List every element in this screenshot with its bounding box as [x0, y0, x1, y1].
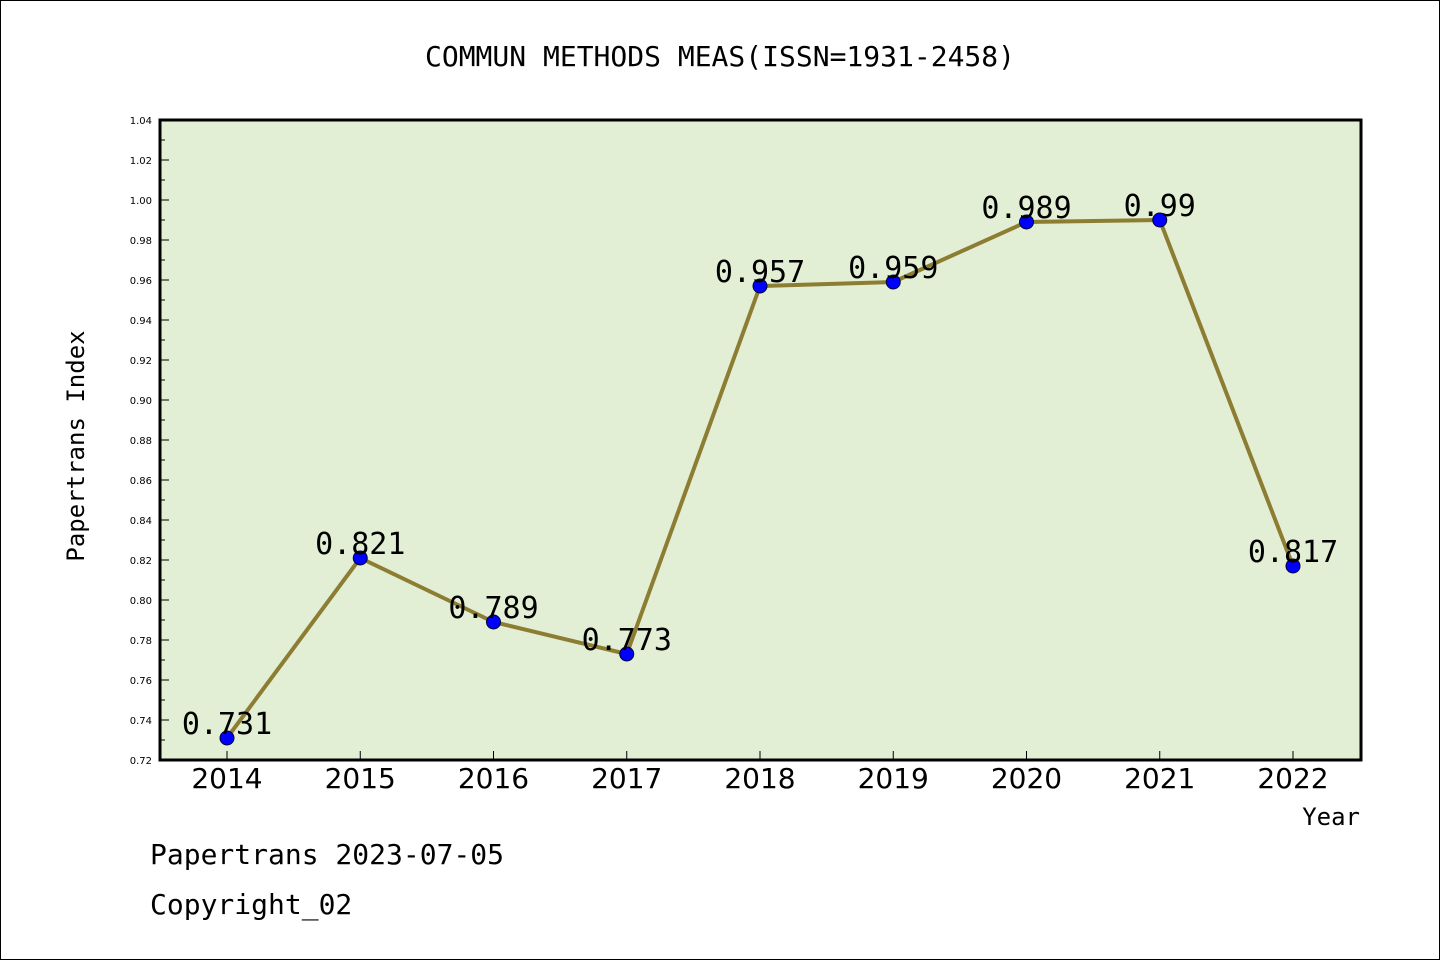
data-label: 0.989 [981, 191, 1071, 226]
data-label: 0.731 [182, 707, 272, 742]
data-point [1152, 212, 1168, 228]
data-point [352, 550, 368, 566]
x-tick-label: 2014 [191, 762, 262, 795]
y-tick-label: 0.84 [130, 516, 152, 527]
y-tick-label: 1.00 [130, 196, 152, 207]
y-tick-label: 0.78 [130, 636, 152, 647]
x-tick-label: 2019 [858, 762, 929, 795]
y-tick-label: 0.86 [130, 476, 152, 487]
y-tick-label: 0.96 [130, 276, 152, 287]
data-label: 0.821 [315, 527, 405, 562]
x-tick-label: 2017 [591, 762, 662, 795]
x-tick-label: 2022 [1257, 762, 1328, 795]
y-axis-label: Papertrans Index [62, 330, 90, 561]
y-tick-label: 0.82 [130, 556, 152, 567]
y-tick-label: 0.76 [130, 676, 152, 687]
data-point [885, 274, 901, 290]
data-label: 0.959 [848, 251, 938, 286]
data-point [486, 614, 501, 630]
footer-copyright: Copyright_02 [150, 888, 352, 922]
y-tick-label: 0.90 [130, 396, 152, 407]
data-label: 0.789 [448, 591, 538, 626]
data-point [752, 278, 768, 294]
data-point [1019, 214, 1034, 230]
series: 0.731 0.821 0.789 0.773 0.957 0.959 0.989 0.99 0… [182, 189, 1338, 746]
chart-title: COMMUN METHODS MEAS(ISSN=1931-2458) [425, 40, 1015, 73]
x-tick-label: 2021 [1124, 762, 1195, 795]
x-tick-label: 2016 [458, 762, 529, 795]
data-label: 0.773 [582, 623, 672, 658]
y-tick-label: 0.80 [130, 596, 152, 607]
footer-date: Papertrans 2023-07-05 [150, 838, 504, 871]
data-point [1285, 558, 1301, 574]
data-label: 0.957 [715, 255, 805, 290]
y-tick-label: 0.72 [130, 756, 152, 767]
x-axis-label: Year [1302, 803, 1360, 831]
y-tick-label: 0.74 [130, 716, 152, 727]
y-tick-label: 0.88 [130, 436, 152, 447]
data-label: 0.99 [1124, 189, 1196, 224]
data-point [619, 646, 635, 662]
x-axis: 2014 2015 2016 2017 2018 2019 2020 2021 2022 [191, 751, 1329, 795]
x-tick-label: 2020 [991, 762, 1062, 795]
data-label: 0.817 [1248, 535, 1338, 570]
data-point [219, 730, 235, 746]
y-tick-label: 1.04 [130, 116, 152, 127]
y-tick-label: 0.92 [130, 356, 152, 367]
y-tick-label: 0.94 [130, 316, 152, 327]
plot-border [158, 118, 1363, 762]
y-tick-label: 0.98 [130, 236, 152, 247]
x-tick-label: 2015 [325, 762, 396, 795]
x-tick-label: 2018 [724, 762, 795, 795]
y-tick-label: 1.02 [130, 156, 152, 167]
